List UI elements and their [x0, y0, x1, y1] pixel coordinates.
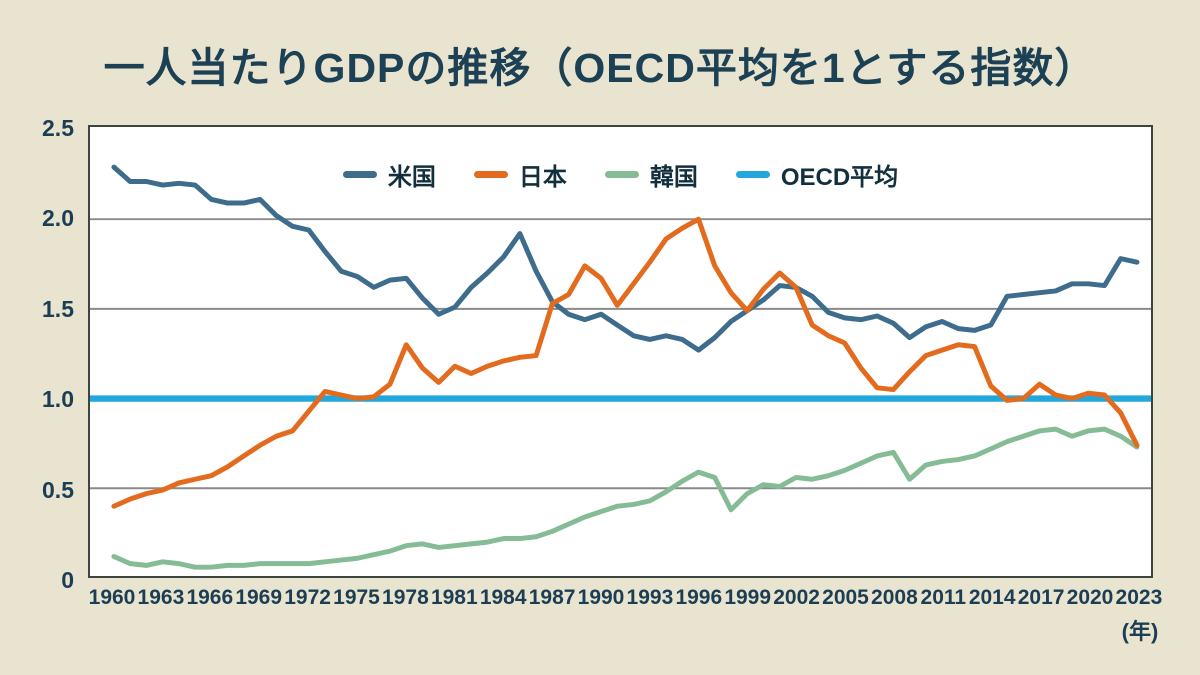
x-tick-label: 1978 — [382, 586, 429, 609]
y-tick-label: 2.5 — [42, 114, 74, 141]
japan-line — [111, 216, 1140, 509]
x-tick-label: 1972 — [284, 586, 331, 609]
x-tick-label: 1984 — [479, 586, 527, 609]
x-tick-label: 2023 — [1115, 586, 1163, 609]
y-tick-label: 1.5 — [42, 295, 74, 322]
plot-area — [88, 125, 1153, 578]
chart-title: 一人当たりGDPの推移（OECD平均を1とする指数） — [103, 45, 1097, 91]
x-tick-label: 2014 — [968, 586, 1016, 609]
y-tick-label: 1.0 — [42, 386, 74, 412]
x-tick-label: 1993 — [626, 586, 674, 609]
x-tick-label: 2002 — [773, 586, 820, 609]
chart-canvas — [90, 164, 1151, 570]
x-tick-label: 1987 — [528, 586, 576, 609]
x-tick-label: 1969 — [235, 586, 283, 609]
x-tick-label: 2008 — [871, 586, 918, 609]
x-tick-label: 1996 — [675, 586, 723, 609]
y-tick-label: 0 — [61, 567, 74, 593]
x-tick-label: 2017 — [1017, 586, 1065, 609]
x-axis-unit-label: (年) — [1121, 619, 1159, 644]
x-tick-label: 1966 — [186, 586, 234, 609]
x-tick-label: 2020 — [1066, 586, 1114, 609]
y-tick-label: 0.5 — [42, 476, 74, 503]
x-tick-label: 1990 — [577, 586, 625, 609]
x-tick-label: 2011 — [920, 586, 967, 609]
x-tick-label: 1960 — [88, 586, 136, 609]
y-tick-label: 2.0 — [42, 205, 74, 231]
korea-line — [111, 426, 1140, 570]
x-tick-label: 1963 — [137, 586, 185, 609]
x-tick-label: 1981 — [430, 586, 478, 609]
x-tick-label: 1975 — [333, 586, 380, 609]
x-tick-label: 2005 — [822, 586, 869, 609]
x-tick-label: 1999 — [724, 586, 772, 609]
us-line — [111, 164, 1140, 353]
